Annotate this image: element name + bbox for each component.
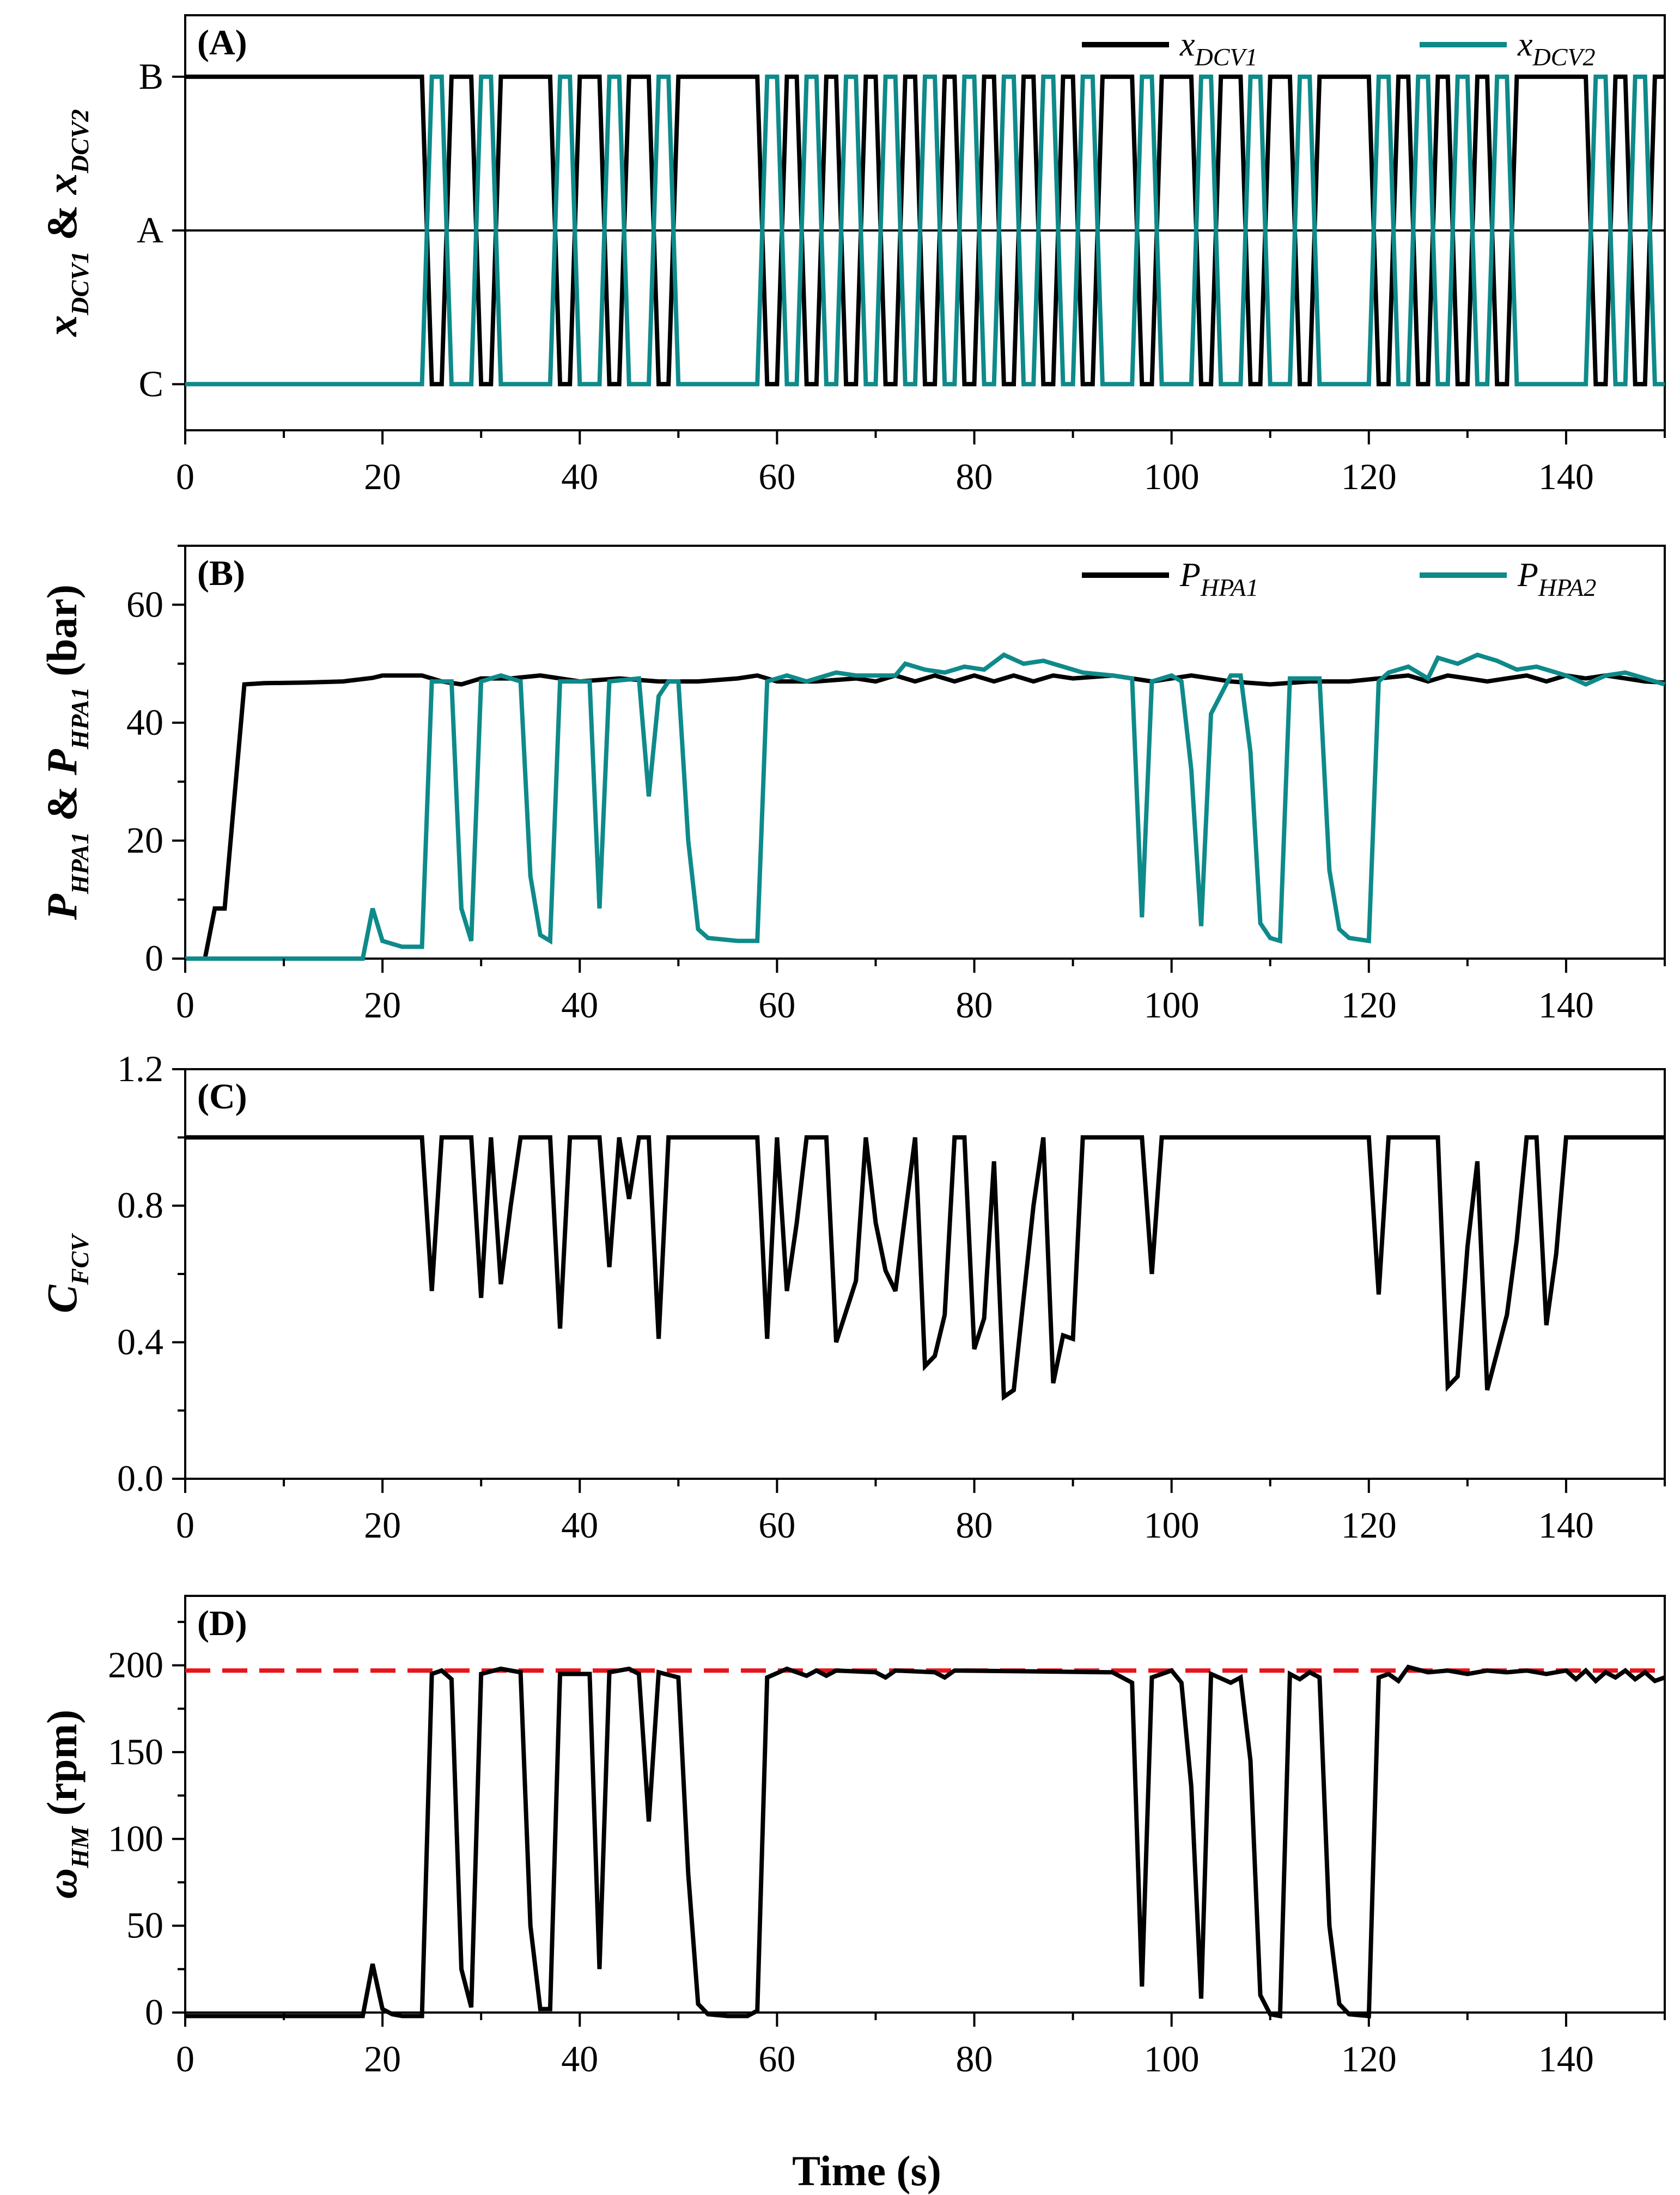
- panel-label: (D): [197, 1603, 247, 1643]
- x-tick-label: 40: [561, 984, 598, 1026]
- x-tick-label: 140: [1538, 1504, 1594, 1546]
- legend-label: xDCV1: [1179, 26, 1258, 71]
- x-tick-label: 60: [758, 456, 795, 497]
- y-tick-label: B: [139, 56, 163, 97]
- x-tick-label: 40: [561, 1504, 598, 1546]
- y-axis-label: ωHM (rpm): [38, 1710, 94, 1899]
- panel-label: (A): [197, 23, 247, 63]
- y-tick-label: 0.4: [117, 1321, 163, 1362]
- x-tick-label: 120: [1341, 984, 1397, 1026]
- x-tick-label: 20: [364, 1504, 401, 1546]
- panel-a: 0 20 40 60 80 100 120 140 C A B (A) xDCV1 & xDCV2 xDC…: [38, 14, 1666, 497]
- series-line-x-dcv2: [185, 74, 1665, 387]
- y-axis-label: xDCV1 & xDCV2: [38, 109, 94, 337]
- y-axis-label: CFCV: [38, 1233, 94, 1313]
- y-tick-label: A: [137, 209, 163, 251]
- legend-entry-hpa1: PHPA1: [1082, 557, 1258, 601]
- y-tick-label: 20: [126, 819, 163, 861]
- x-tick-label: 20: [364, 984, 401, 1026]
- x-tick-label: 0: [176, 984, 194, 1026]
- series-line-x-dcv1: [185, 74, 1665, 387]
- x-tick-label: 80: [956, 2038, 993, 2080]
- y-tick-label: 1.2: [117, 1048, 163, 1089]
- y-tick-label: 0.8: [117, 1185, 163, 1226]
- x-tick-label: 80: [956, 456, 993, 497]
- x-tick-label: 120: [1341, 2038, 1397, 2080]
- panel-c: 0 20 40 60 80 100 120 140 0.0 0.4 0.8 1.2 (C) CFCV: [38, 1048, 1666, 1546]
- y-tick-label: 0: [145, 937, 163, 979]
- shared-x-axis-label: Time (s): [792, 2147, 941, 2194]
- x-tick-label: 100: [1144, 1504, 1200, 1546]
- x-tick-label: 140: [1538, 984, 1594, 1026]
- x-tick-label: 100: [1144, 2038, 1200, 2080]
- x-tick-label: 20: [364, 2038, 401, 2080]
- y-tick-label: 100: [108, 1818, 163, 1859]
- series-line-omega-hm: [185, 1664, 1666, 2019]
- x-tick-label: 40: [561, 456, 598, 497]
- x-tick-label: 120: [1341, 456, 1397, 497]
- x-tick-label: 100: [1144, 984, 1200, 1026]
- legend-entry-hpa2: PHPA2: [1420, 557, 1596, 601]
- y-tick-label: 60: [126, 583, 163, 625]
- x-tick-label: 120: [1341, 1504, 1397, 1546]
- series-line-p-hpa1: [185, 673, 1665, 961]
- series-line-p-hpa2: [185, 652, 1666, 961]
- plot-frame: [184, 545, 1666, 960]
- x-tick-label: 140: [1538, 456, 1594, 497]
- y-tick-label: 150: [108, 1731, 163, 1772]
- x-tick-label: 80: [956, 984, 993, 1026]
- x-tick-label: 140: [1538, 2038, 1594, 2080]
- x-tick-label: 100: [1144, 456, 1200, 497]
- y-tick-label: 200: [108, 1644, 163, 1686]
- legend-label: PHPA2: [1517, 557, 1596, 601]
- plot-frame: [184, 14, 1666, 431]
- y-tick-label: 40: [126, 702, 163, 743]
- series-line-c-fcv: [185, 1135, 1665, 1401]
- x-tick-label: 60: [758, 984, 795, 1026]
- y-tick-label: C: [139, 363, 163, 404]
- x-tick-label: 40: [561, 2038, 598, 2080]
- y-tick-label: 0: [145, 1991, 163, 2033]
- legend-entry-dcv1: xDCV1: [1082, 26, 1258, 71]
- y-axis-label: PHPA1 & PHPA1 (bar): [38, 584, 94, 920]
- legend-label: xDCV2: [1517, 26, 1596, 71]
- x-tick-label: 60: [758, 1504, 795, 1546]
- y-tick-label: 50: [126, 1905, 163, 1946]
- panel-label: (C): [197, 1077, 247, 1117]
- legend-entry-dcv2: xDCV2: [1420, 26, 1596, 71]
- panel-b: 0 20 40 60 80 100 120 140 0 20 40 60 (B) PHPA1 & PHPA…: [38, 545, 1666, 1026]
- panel-label: (B): [197, 553, 245, 593]
- x-tick-label: 80: [956, 1504, 993, 1546]
- x-tick-label: 0: [176, 2038, 194, 2080]
- plot-frame: [184, 1595, 1666, 2014]
- y-tick-label: 0.0: [117, 1458, 163, 1499]
- legend-label: PHPA1: [1179, 557, 1258, 601]
- panel-d: 0 20 40 60 80 100 120 140 0 50 100 150 200 (D) ωHM (rp…: [38, 1595, 1666, 2080]
- x-tick-label: 20: [364, 456, 401, 497]
- x-tick-label: 0: [176, 1504, 194, 1546]
- x-tick-label: 60: [758, 2038, 795, 2080]
- x-tick-label: 0: [176, 456, 194, 497]
